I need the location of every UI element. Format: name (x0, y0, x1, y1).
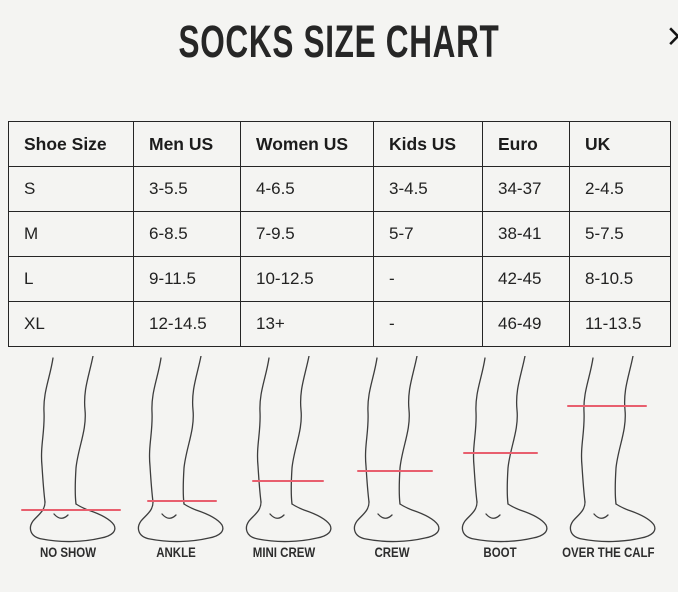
close-icon: × (665, 18, 678, 54)
table-cell: 12-14.5 (133, 301, 241, 347)
leg-illustration (353, 356, 440, 543)
table-cell: - (373, 301, 483, 347)
table-cell: - (373, 256, 483, 302)
sock-style-no-show: NO SHOW (14, 356, 122, 559)
table-cell: 7-9.5 (240, 211, 374, 257)
table-cell: 13+ (240, 301, 374, 347)
table-cell: M (8, 211, 134, 257)
table-cell: 38-41 (482, 211, 570, 257)
table-row: L 9-11.5 10-12.5-42-45 8-10.5 (8, 256, 671, 302)
sock-style-boot: BOOT (446, 356, 554, 559)
table-cell: 8-10.5 (569, 256, 671, 302)
sock-style-label: BOOT (483, 545, 517, 560)
table-cell: 9-11.5 (133, 256, 241, 302)
table-cell: 10-12.5 (240, 256, 374, 302)
table-cell: XL (8, 301, 134, 347)
sock-styles-row: NO SHOW ANKLE MINI CREW CREW BOOT OVER THE CA… (0, 356, 678, 559)
sock-style-mini-crew: MINI CREW (230, 356, 338, 559)
socks-size-chart-modal: { "modal": { "title": "SOCKS SIZE CHART"… (0, 16, 678, 592)
sock-style-crew: CREW (338, 356, 446, 559)
table-cell: 3-5.5 (133, 166, 241, 212)
sock-style-label: NO SHOW (39, 545, 97, 560)
sock-style-label: OVER THE CALF (562, 545, 655, 560)
table-row: XL 12-14.5 13+ -46-49 11-13.5 (8, 301, 671, 347)
table-cell: 4-6.5 (240, 166, 374, 212)
table-row: M 6-8.5 7-9.5 5-7 38-41 5-7.5 (8, 211, 671, 257)
header-cell: Euro (482, 121, 570, 167)
header-cell: Men US (133, 121, 241, 167)
sock-style-over-the-calf: OVER THE CALF (554, 356, 662, 559)
header-cell: Women US (240, 121, 374, 167)
leg-illustration (567, 356, 656, 543)
table-cell: 34-37 (482, 166, 570, 212)
table-cell: S (8, 166, 134, 212)
table-cell: 42-45 (482, 256, 570, 302)
sock-style-ankle: ANKLE (122, 356, 230, 559)
header-cell: Shoe Size (8, 121, 134, 167)
leg-illustration (21, 356, 121, 543)
table-cell: 46-49 (482, 301, 570, 347)
table-row: S 3-5.5 4-6.5 3-4.5 34-37 2-4.5 (8, 166, 671, 212)
size-chart-table: Shoe Size Men US Women US Kids US Euro UK S 3-… (8, 121, 671, 347)
close-button[interactable]: × (661, 20, 678, 52)
sock-style-label: MINI CREW (252, 545, 316, 560)
page-title: SOCKS SIZE CHART (178, 16, 500, 67)
header-cell: Kids US (373, 121, 483, 167)
header-cell: UK (569, 121, 671, 167)
leg-illustration (137, 356, 224, 543)
leg-illustration (461, 356, 548, 543)
table-cell: 5-7 (373, 211, 483, 257)
table-cell: 5-7.5 (569, 211, 671, 257)
table-cell: 11-13.5 (569, 301, 671, 347)
table-cell: 6-8.5 (133, 211, 241, 257)
sock-style-label: CREW (374, 545, 410, 560)
sock-style-label: ANKLE (156, 545, 196, 560)
table-cell: 2-4.5 (569, 166, 671, 212)
table-cell: 3-4.5 (373, 166, 483, 212)
table-header-row: Shoe Size Men US Women US Kids US Euro UK (8, 121, 671, 167)
leg-illustration (245, 356, 332, 543)
table-cell: L (8, 256, 134, 302)
